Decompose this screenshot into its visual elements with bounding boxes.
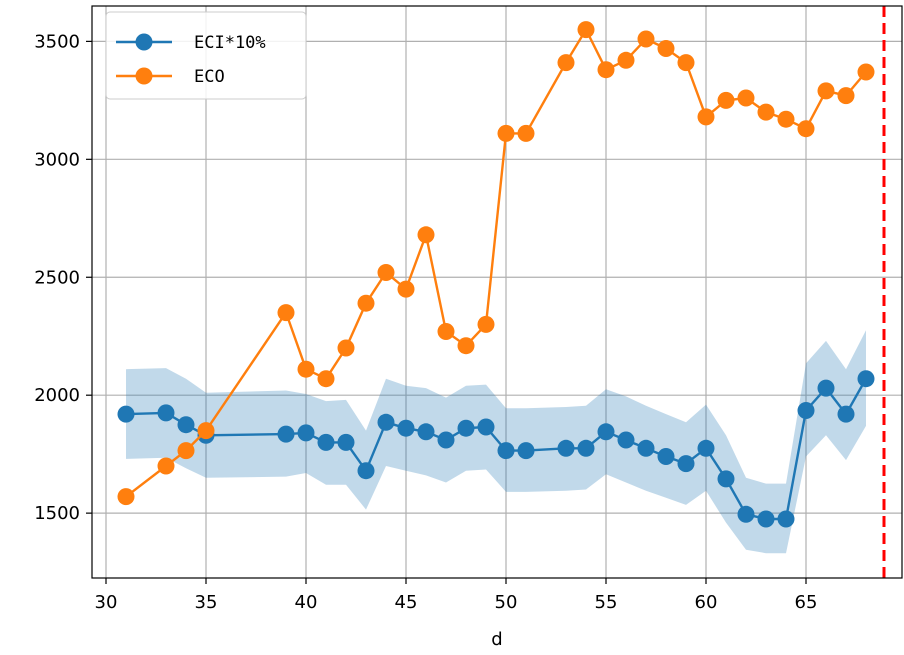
data-point — [598, 61, 615, 78]
data-point — [318, 370, 335, 387]
data-point — [798, 402, 815, 419]
x-axis-label: d — [491, 629, 502, 650]
data-point — [618, 52, 635, 69]
data-point — [598, 423, 615, 440]
data-point — [578, 21, 595, 38]
data-point — [738, 90, 755, 107]
data-point — [578, 440, 595, 457]
data-point — [498, 442, 515, 459]
data-point — [838, 87, 855, 104]
data-point — [158, 404, 175, 421]
data-point — [858, 64, 875, 81]
x-tick-label: 40 — [295, 592, 318, 613]
data-point — [478, 316, 495, 333]
data-point — [498, 125, 515, 142]
legend-marker-1 — [136, 68, 153, 85]
data-point — [518, 442, 535, 459]
y-tick-label: 1500 — [34, 503, 80, 524]
data-point — [478, 419, 495, 436]
legend-label-1: ECO — [194, 67, 225, 87]
data-point — [778, 511, 795, 528]
data-point — [738, 506, 755, 523]
data-point — [118, 406, 135, 423]
data-point — [558, 440, 575, 457]
data-point — [518, 125, 535, 142]
data-point — [378, 414, 395, 431]
data-point — [838, 406, 855, 423]
data-point — [618, 432, 635, 449]
data-point — [418, 423, 435, 440]
data-point — [638, 440, 655, 457]
data-point — [178, 442, 195, 459]
data-point — [678, 455, 695, 472]
data-point — [818, 82, 835, 99]
data-point — [798, 120, 815, 137]
data-point — [298, 424, 315, 441]
data-point — [298, 361, 315, 378]
data-point — [118, 488, 135, 505]
data-point — [558, 54, 575, 71]
x-tick-label: 55 — [595, 592, 618, 613]
data-point — [638, 31, 655, 48]
data-point — [698, 108, 715, 125]
x-tick-label: 50 — [495, 592, 518, 613]
data-point — [318, 434, 335, 451]
data-point — [418, 226, 435, 243]
data-point — [758, 104, 775, 121]
data-point — [678, 54, 695, 71]
x-tick-label: 45 — [395, 592, 418, 613]
data-point — [398, 281, 415, 298]
data-point — [718, 470, 735, 487]
legend: ECI*10% ECO — [106, 12, 306, 99]
data-point — [858, 370, 875, 387]
y-tick-label: 3500 — [34, 31, 80, 52]
x-tick-label: 60 — [695, 592, 718, 613]
x-tick-label: 30 — [95, 592, 118, 613]
data-point — [718, 92, 735, 109]
data-point — [778, 111, 795, 128]
data-point — [658, 40, 675, 57]
legend-label-0: ECI*10% — [194, 33, 266, 53]
data-point — [198, 422, 215, 439]
data-point — [658, 448, 675, 465]
data-point — [338, 340, 355, 357]
data-point — [278, 304, 295, 321]
data-point — [438, 323, 455, 340]
data-point — [758, 511, 775, 528]
data-point — [458, 420, 475, 437]
y-tick-label: 2000 — [34, 385, 80, 406]
legend-marker-0 — [136, 34, 153, 51]
data-point — [698, 440, 715, 457]
data-point — [358, 295, 375, 312]
data-point — [458, 337, 475, 354]
data-point — [378, 264, 395, 281]
y-tick-label: 3000 — [34, 149, 80, 170]
data-point — [278, 426, 295, 443]
data-point — [818, 380, 835, 397]
x-tick-label: 65 — [795, 592, 818, 613]
data-point — [358, 462, 375, 479]
x-tick-label: 35 — [195, 592, 218, 613]
data-point — [158, 458, 175, 475]
y-tick-label: 2500 — [34, 267, 80, 288]
data-point — [338, 434, 355, 451]
data-point — [398, 420, 415, 437]
data-point — [178, 416, 195, 433]
data-point — [438, 432, 455, 449]
